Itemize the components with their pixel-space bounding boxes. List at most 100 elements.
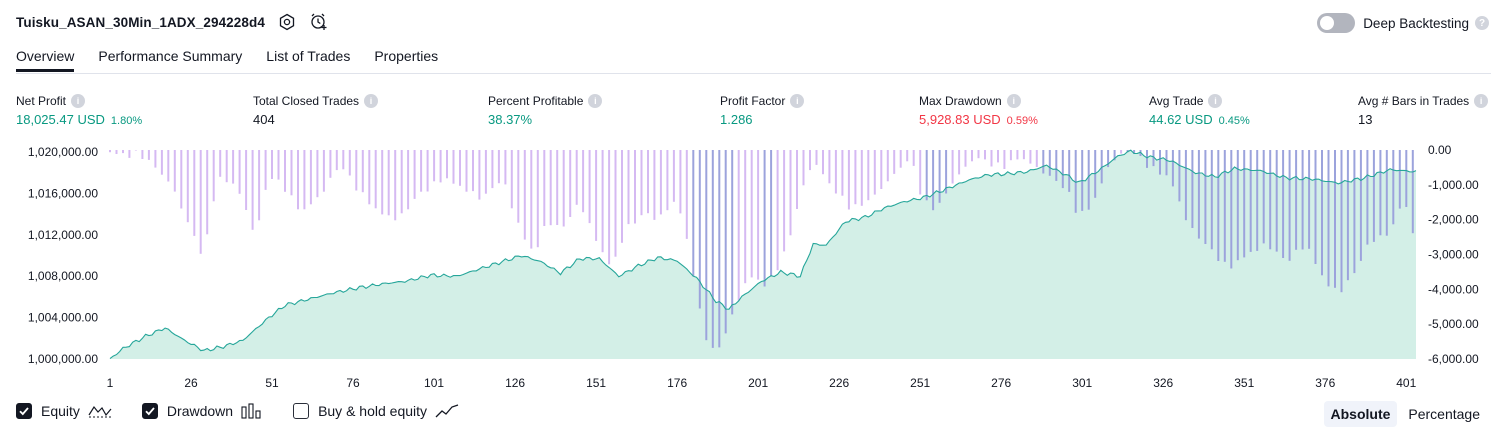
drawdown-bar	[860, 150, 863, 206]
drawdown-bar	[1372, 150, 1375, 242]
info-icon[interactable]: i	[1474, 94, 1489, 108]
legend-equity[interactable]: Equity	[16, 403, 112, 419]
absolute-button[interactable]: Absolute	[1323, 401, 1398, 427]
drawdown-bar	[193, 150, 196, 236]
drawdown-bar	[297, 150, 299, 210]
drawdown-bar	[199, 150, 202, 254]
legend-buy-hold[interactable]: Buy & hold equity	[293, 403, 459, 419]
drawdown-bar	[815, 150, 818, 165]
drawdown-bar	[964, 150, 967, 167]
right-axis-label: 0.00	[1428, 143, 1452, 157]
drawdown-bar	[1327, 150, 1330, 287]
drawdown-bar	[1385, 150, 1388, 236]
right-axis-label: -5,000.00	[1428, 317, 1479, 331]
drawdown-bar	[1223, 150, 1226, 262]
drawdown-bar	[647, 150, 649, 214]
drawdown-checkbox[interactable]	[141, 403, 158, 419]
drawdown-bar	[329, 150, 332, 178]
drawdown-bar	[1340, 150, 1343, 293]
drawdown-bar	[303, 150, 306, 210]
drawdown-bar	[958, 150, 961, 175]
drawdown-bar	[925, 150, 928, 201]
drawdown-bar	[1359, 150, 1362, 261]
drawdown-bar	[147, 150, 150, 160]
drawdown-bar	[322, 150, 325, 192]
drawdown-bar	[932, 150, 935, 211]
drawdown-bar	[724, 150, 727, 334]
drawdown-bar	[1295, 150, 1298, 250]
deep-backtesting-toggle[interactable]	[1317, 13, 1356, 33]
equity-drawdown-chart[interactable]: 1,020,000.00 1,016,000.00 1,012,000.00 1,00…	[0, 140, 1507, 395]
x-axis-label: 251	[910, 376, 930, 390]
drawdown-bar	[847, 150, 850, 210]
x-axis-label: 126	[505, 376, 525, 390]
help-icon[interactable]: ?	[1475, 16, 1489, 30]
drawdown-bar	[679, 150, 682, 214]
drawdown-bar	[258, 150, 261, 221]
info-icon[interactable]: i	[364, 94, 379, 108]
add-alert-icon[interactable]	[309, 12, 329, 32]
drawdown-bar	[899, 150, 902, 168]
settings-icon[interactable]	[277, 12, 297, 32]
drawdown-bar	[264, 150, 267, 190]
drawdown-bar	[789, 150, 792, 236]
info-icon[interactable]: i	[1006, 94, 1021, 108]
drawdown-bar	[1398, 150, 1401, 209]
drawdown-bar	[245, 150, 248, 210]
drawdown-bar	[109, 150, 111, 153]
drawdown-bar	[368, 150, 371, 205]
drawdown-bar	[698, 150, 701, 309]
drawdown-bar	[666, 150, 669, 211]
drawdown-bar	[1152, 150, 1155, 167]
tab-overview[interactable]: Overview	[16, 48, 75, 72]
metric-net-profit: Net Profit i 18,025.47 USD 1.80%	[16, 94, 142, 127]
drawdown-bar	[186, 150, 189, 223]
drawdown-bar	[335, 150, 338, 171]
drawdown-bar	[549, 150, 552, 226]
legend-buy-hold-label: Buy & hold equity	[318, 403, 428, 419]
info-icon[interactable]: i	[71, 94, 86, 108]
drawdown-bar	[439, 150, 442, 183]
report-tabs: Overview Performance Summary List of Tra…	[16, 48, 462, 72]
drawdown-bar	[1003, 150, 1006, 169]
legend-equity-label: Equity	[41, 403, 80, 419]
left-axis-label: 1,016,000.00	[28, 186, 98, 200]
drawdown-bar	[316, 150, 319, 198]
drawdown-bar	[608, 150, 611, 265]
tab-list-of-trades[interactable]: List of Trades	[266, 48, 351, 64]
deep-backtesting: Deep Backtesting ?	[1317, 13, 1489, 33]
left-axis-label: 1,008,000.00	[28, 269, 98, 283]
drawdown-bar	[685, 150, 688, 239]
drawdown-bar	[997, 150, 999, 163]
drawdown-bar	[763, 150, 766, 287]
equity-checkbox[interactable]	[16, 403, 32, 419]
metric-label: Profit Factor	[720, 94, 786, 108]
metric-max-drawdown: Max Drawdown i 5,928.83 USD 0.59%	[919, 94, 1038, 127]
percentage-button[interactable]: Percentage	[1408, 406, 1480, 422]
info-icon[interactable]: i	[1208, 94, 1223, 108]
drawdown-bar	[672, 150, 675, 202]
drawdown-bar	[543, 150, 546, 226]
drawdown-bar	[990, 150, 993, 167]
legend-drawdown[interactable]: Drawdown	[141, 403, 263, 419]
drawdown-bar	[569, 150, 572, 217]
drawdown-bar	[128, 150, 131, 158]
drawdown-bar	[744, 150, 747, 284]
metric-value: 1.286	[720, 112, 753, 127]
drawdown-bar	[1405, 150, 1408, 207]
drawdown-bar	[1074, 150, 1077, 213]
drawdown-bar	[627, 150, 630, 225]
tab-properties[interactable]: Properties	[374, 48, 439, 64]
info-icon[interactable]: i	[588, 94, 603, 108]
drawdown-bar	[1269, 150, 1272, 250]
drawdown-bar	[219, 150, 222, 177]
drawdown-bar	[1210, 150, 1213, 250]
buy-hold-checkbox[interactable]	[293, 403, 310, 419]
drawdown-bar	[381, 150, 384, 215]
tab-performance-summary[interactable]: Performance Summary	[98, 48, 243, 64]
drawdown-bar	[705, 150, 708, 341]
info-icon[interactable]: i	[790, 94, 805, 108]
drawdown-bar	[919, 150, 922, 195]
drawdown-bar	[472, 150, 474, 192]
drawdown-bar	[977, 150, 980, 159]
